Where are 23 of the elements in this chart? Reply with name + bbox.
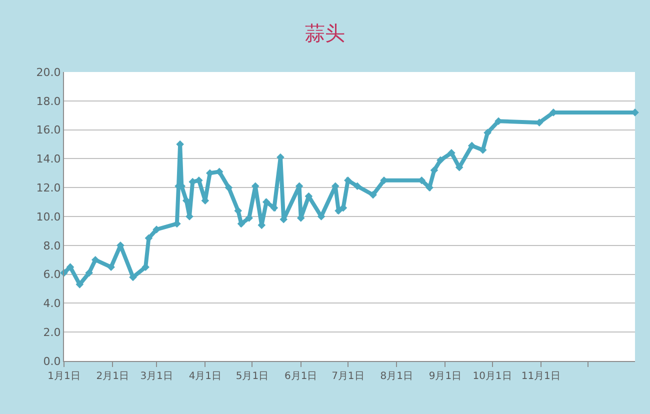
x-tick-label: 10月1日 — [472, 371, 512, 382]
chart-title: 蒜头 — [305, 21, 345, 46]
y-tick-label: 8.0 — [43, 239, 61, 252]
y-tick-label: 2.0 — [43, 326, 61, 339]
y-tick-label: 0.0 — [43, 354, 61, 368]
y-tick-label: 16.0 — [36, 124, 61, 137]
x-tick-label: 6月1日 — [284, 371, 318, 382]
y-tick-label: 6.0 — [43, 268, 61, 282]
y-tick-label: 4.0 — [43, 297, 61, 310]
y-tick-label: 12.0 — [36, 181, 61, 194]
x-tick-label: 4月1日 — [188, 371, 222, 382]
x-tick-label: 2月1日 — [96, 371, 129, 382]
y-tick-label: 10.0 — [36, 210, 61, 224]
x-tick-label: 7月1日 — [332, 371, 364, 382]
x-tick-label: 11月1日 — [521, 371, 560, 382]
x-tick-label: 1月1日 — [48, 371, 80, 382]
x-tick-label: 9月1日 — [428, 371, 462, 382]
y-tick-label: 18.0 — [36, 94, 61, 108]
y-tick-label: 14.0 — [36, 152, 61, 166]
x-tick-label: 8月1日 — [380, 371, 413, 382]
y-tick-label: 20.0 — [36, 66, 61, 79]
x-tick-label: 3月1日 — [140, 371, 173, 382]
x-tick-label: 5月1日 — [236, 371, 269, 382]
